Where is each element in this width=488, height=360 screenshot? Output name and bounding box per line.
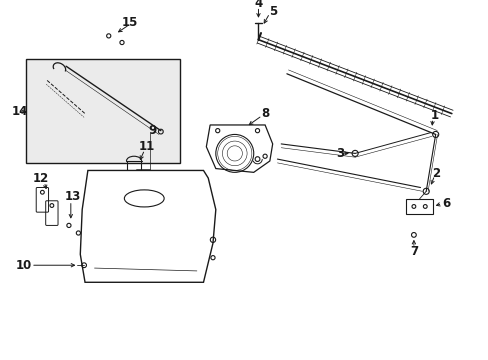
Text: 13: 13 <box>64 190 81 203</box>
Text: 5: 5 <box>269 5 277 18</box>
Text: 6: 6 <box>441 197 449 210</box>
Text: 1: 1 <box>430 109 438 122</box>
Text: 12: 12 <box>32 171 48 185</box>
Text: 2: 2 <box>432 167 440 180</box>
Text: 3: 3 <box>335 147 344 160</box>
Text: 9: 9 <box>148 124 156 137</box>
Text: 11: 11 <box>138 140 154 153</box>
Bar <box>26 59 180 163</box>
Text: 4: 4 <box>254 0 262 10</box>
Text: 14: 14 <box>11 105 28 118</box>
Text: 15: 15 <box>121 16 138 29</box>
Text: 8: 8 <box>261 107 269 120</box>
Text: 10: 10 <box>15 259 32 272</box>
Text: 7: 7 <box>409 246 417 258</box>
